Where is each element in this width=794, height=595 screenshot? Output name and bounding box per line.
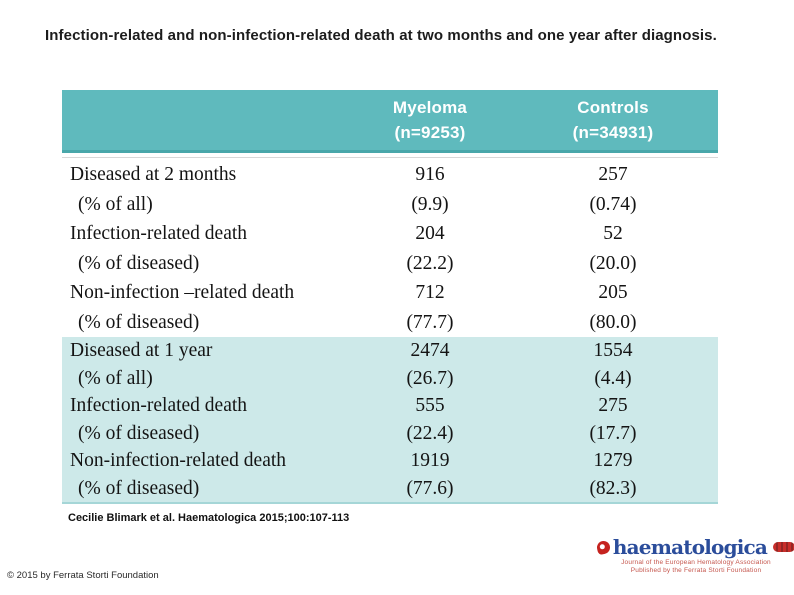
haematologica-logo: haematologica Journal of the European He… xyxy=(595,535,794,575)
row-label: (% of diseased) xyxy=(78,311,200,333)
myeloma-value: (77.7) xyxy=(406,311,454,333)
table-row: (% of diseased) (77.6) (82.3) xyxy=(62,475,718,503)
controls-value: (80.0) xyxy=(589,311,637,333)
slide-title: Infection-related and non-infection-rela… xyxy=(45,27,717,44)
controls-value: 1554 xyxy=(593,340,633,361)
table-row: Infection-related death 204 52 xyxy=(62,219,718,249)
myeloma-value: (22.4) xyxy=(406,422,454,444)
table-row: Non-infection –related death 712 205 xyxy=(62,278,718,308)
row-label: Diseased at 1 year xyxy=(70,340,213,361)
tagline-line1: Journal of the European Hematology Assoc… xyxy=(621,559,771,566)
myeloma-value: (9.9) xyxy=(411,193,449,215)
logo-row: haematologica xyxy=(595,535,794,559)
table-row: Diseased at 2 months 916 257 xyxy=(62,160,718,190)
table-row: Diseased at 1 year 2474 1554 xyxy=(62,337,718,365)
controls-value: 275 xyxy=(598,395,628,416)
table-row: Non-infection-related death 1919 1279 xyxy=(62,447,718,475)
table-row: (% of all) (26.7) (4.4) xyxy=(62,365,718,393)
controls-header-line2: (n=34931) xyxy=(572,123,654,142)
table-row: Infection-related death 555 275 xyxy=(62,392,718,420)
blood-drop-icon xyxy=(595,539,612,555)
table-row: (% of diseased) (22.4) (17.7) xyxy=(62,420,718,448)
row-label: Non-infection –related death xyxy=(70,282,295,303)
controls-header-line1: Controls xyxy=(577,98,649,117)
myeloma-value: 712 xyxy=(415,282,445,303)
row-label: (% of diseased) xyxy=(78,477,200,499)
row-label: Infection-related death xyxy=(70,223,248,244)
controls-value: 1279 xyxy=(593,450,633,471)
table-section-2-months: Diseased at 2 months 916 257 (% of all) … xyxy=(62,157,718,337)
row-label: Infection-related death xyxy=(70,395,248,416)
table-row: (% of diseased) (77.7) (80.0) xyxy=(62,308,718,338)
controls-value: 52 xyxy=(603,223,623,244)
row-label: Diseased at 2 months xyxy=(70,164,237,185)
copyright-notice: © 2015 by Ferrata Storti Foundation xyxy=(7,570,159,581)
myeloma-header-line2: (n=9253) xyxy=(394,123,466,142)
myeloma-value: (22.2) xyxy=(406,252,454,274)
controls-value: 257 xyxy=(598,164,628,185)
tagline-line2: Published by the Ferrata Storti Foundati… xyxy=(630,567,762,574)
myeloma-column-header: Myeloma (n=9253) xyxy=(330,95,530,145)
controls-column-header: Controls (n=34931) xyxy=(513,95,713,145)
results-table: Myeloma (n=9253) Controls (n=34931) Dise… xyxy=(62,90,718,504)
myeloma-value: 2474 xyxy=(410,340,450,361)
table-section-1-year: Diseased at 1 year 2474 1554 (% of all) … xyxy=(62,337,718,504)
myeloma-value: (77.6) xyxy=(406,477,454,499)
row-label: (% of diseased) xyxy=(78,252,200,274)
row-label: (% of all) xyxy=(78,193,153,215)
myeloma-value: 555 xyxy=(415,395,445,416)
controls-value: 205 xyxy=(598,282,628,303)
controls-value: (0.74) xyxy=(589,193,637,215)
myeloma-value: (26.7) xyxy=(406,367,454,389)
controls-value: (17.7) xyxy=(589,422,637,444)
table-row: (% of all) (9.9) (0.74) xyxy=(62,190,718,220)
myeloma-value: 916 xyxy=(415,164,445,185)
controls-value: (4.4) xyxy=(594,367,632,389)
row-label: Non-infection-related death xyxy=(70,450,287,471)
table-header: Myeloma (n=9253) Controls (n=34931) xyxy=(62,90,718,153)
myeloma-value: 1919 xyxy=(410,450,450,471)
row-label: (% of all) xyxy=(78,367,153,389)
citation: Cecilie Blimark et al. Haematologica 201… xyxy=(68,512,350,524)
eha-ribbon-icon xyxy=(773,542,794,552)
logo-taglines: Journal of the European Hematology Assoc… xyxy=(600,559,792,575)
controls-value: (20.0) xyxy=(589,252,637,274)
myeloma-header-line1: Myeloma xyxy=(392,98,468,117)
myeloma-value: 204 xyxy=(415,223,445,244)
logo-wordmark: haematologica xyxy=(612,535,768,559)
row-label: (% of diseased) xyxy=(78,422,200,444)
controls-value: (82.3) xyxy=(589,477,637,499)
table-row: (% of diseased) (22.2) (20.0) xyxy=(62,249,718,279)
